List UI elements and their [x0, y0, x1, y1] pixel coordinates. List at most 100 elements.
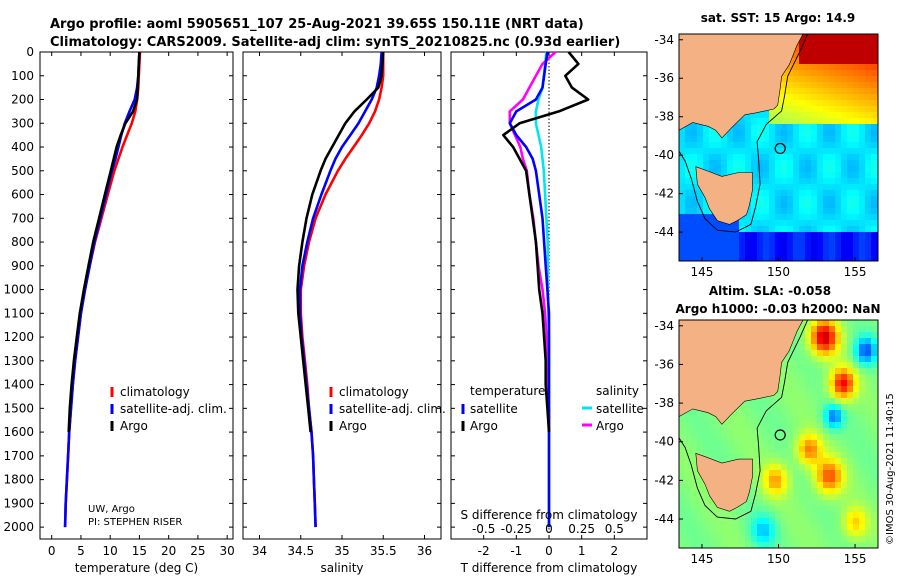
sst-map-cell: [763, 160, 770, 167]
sst-map-cell: [817, 130, 824, 137]
sla-map-cell: [757, 422, 764, 429]
sst-map-cell: [685, 226, 692, 233]
sst-map-cell: [709, 250, 716, 257]
sla-map-cell: [859, 446, 866, 453]
sst-map-cell: [793, 94, 800, 101]
sla-map-cell: [793, 494, 800, 501]
sst-map-cell: [757, 112, 764, 119]
sla-map-cell: [799, 422, 806, 429]
sla-map-cell: [817, 326, 824, 333]
sst-map-cell: [865, 106, 872, 113]
sst-map-cell: [715, 148, 722, 155]
sst-map-cell: [823, 136, 830, 143]
sla-map-cell: [793, 392, 800, 399]
sst-map-cell: [691, 244, 698, 251]
sst-map-cell: [775, 184, 782, 191]
sla-map-cell: [823, 386, 830, 393]
sla-map-cell: [775, 482, 782, 489]
sla-map-cell: [805, 380, 812, 387]
sla-map-cell: [709, 530, 716, 537]
sst-map-cell: [721, 226, 728, 233]
sla-map-cell: [847, 518, 854, 525]
sst-map-cell: [721, 238, 728, 245]
sst-map-cell: [871, 142, 878, 149]
sla-map-cell: [781, 512, 788, 519]
sst-map-cell: [823, 256, 830, 262]
sla-map-cell: [871, 446, 878, 453]
sst-map-cell: [835, 52, 842, 59]
sst-map-cell: [793, 202, 800, 209]
sst-map-cell: [697, 214, 704, 221]
sst-map-cell: [841, 160, 848, 167]
sla-map-cell: [823, 446, 830, 453]
sla-map-cell: [739, 416, 746, 423]
sst-map-cell: [703, 142, 710, 149]
sla-map-cell: [817, 512, 824, 519]
sla-map-cell: [859, 404, 866, 411]
sst-map-cell: [697, 208, 704, 215]
sla-map-cell: [805, 476, 812, 483]
sst-map-cell: [817, 106, 824, 113]
sst-map-cell: [865, 232, 872, 239]
sla-map-cell: [865, 482, 872, 489]
sla-map-y-tick-label: -44: [654, 512, 674, 526]
sst-map-cell: [829, 106, 836, 113]
sla-map-cell: [775, 440, 782, 447]
sst-map-cell: [763, 208, 770, 215]
sla-map-cell: [739, 542, 746, 549]
sla-map-cell: [685, 464, 692, 471]
sla-map-cell: [763, 404, 770, 411]
sst-map-cell: [679, 214, 686, 221]
sst-map-cell: [859, 202, 866, 209]
sst-map-x-tick-label: 155: [844, 265, 867, 279]
sst-map-cell: [679, 172, 686, 179]
legend-s-argo-label: Argo: [596, 419, 624, 433]
sla-map-cell: [709, 422, 716, 429]
sla-map-cell: [817, 434, 824, 441]
sla-map-cell: [715, 434, 722, 441]
sst-map-cell: [841, 238, 848, 245]
sst-map-cell: [805, 106, 812, 113]
sla-map-cell: [835, 374, 842, 381]
sst-map-cell: [835, 46, 842, 53]
sst-map-cell: [847, 88, 854, 95]
sst-map-cell: [751, 232, 758, 239]
sla-map-cell: [787, 488, 794, 495]
sla-map-cell: [865, 356, 872, 363]
sst-map-cell: [685, 130, 692, 137]
sla-map-cell: [775, 392, 782, 399]
sst-map-cell: [703, 160, 710, 167]
sst-map-cell: [769, 232, 776, 239]
sst-map-cell: [799, 142, 806, 149]
sla-map-cell: [715, 428, 722, 435]
sla-map-cell: [751, 398, 758, 405]
sla-map-cell: [691, 494, 698, 501]
sst-map-cell: [859, 184, 866, 191]
y-tick-label: 900: [11, 259, 34, 273]
sst-map-cell: [829, 220, 836, 227]
sst-map-cell: [727, 148, 734, 155]
sla-map-cell: [685, 512, 692, 519]
sla-map-cell: [817, 416, 824, 423]
sla-map-cell: [787, 356, 794, 363]
sst-map-cell: [841, 148, 848, 155]
sla-map-cell: [769, 458, 776, 465]
sla-map-cell: [751, 440, 758, 447]
sst-map-cell: [781, 202, 788, 209]
sla-map-cell: [793, 446, 800, 453]
sst-map-cell: [823, 178, 830, 185]
sla-map-cell: [871, 368, 878, 375]
sla-map-cell: [859, 326, 866, 333]
sst-map-cell: [811, 244, 818, 251]
sla-map-cell: [823, 362, 830, 369]
sla-map-cell: [841, 320, 848, 327]
sst-map-cell: [847, 148, 854, 155]
sla-map-cell: [757, 500, 764, 507]
sst-map-cell: [763, 154, 770, 161]
sla-map-cell: [751, 476, 758, 483]
sla-map-cell: [763, 530, 770, 537]
sst-map-cell: [865, 250, 872, 257]
sst-map-cell: [757, 220, 764, 227]
sla-map-cell: [841, 422, 848, 429]
sla-map-title-line2: Argo h1000: -0.03 h2000: NaN: [675, 302, 880, 316]
